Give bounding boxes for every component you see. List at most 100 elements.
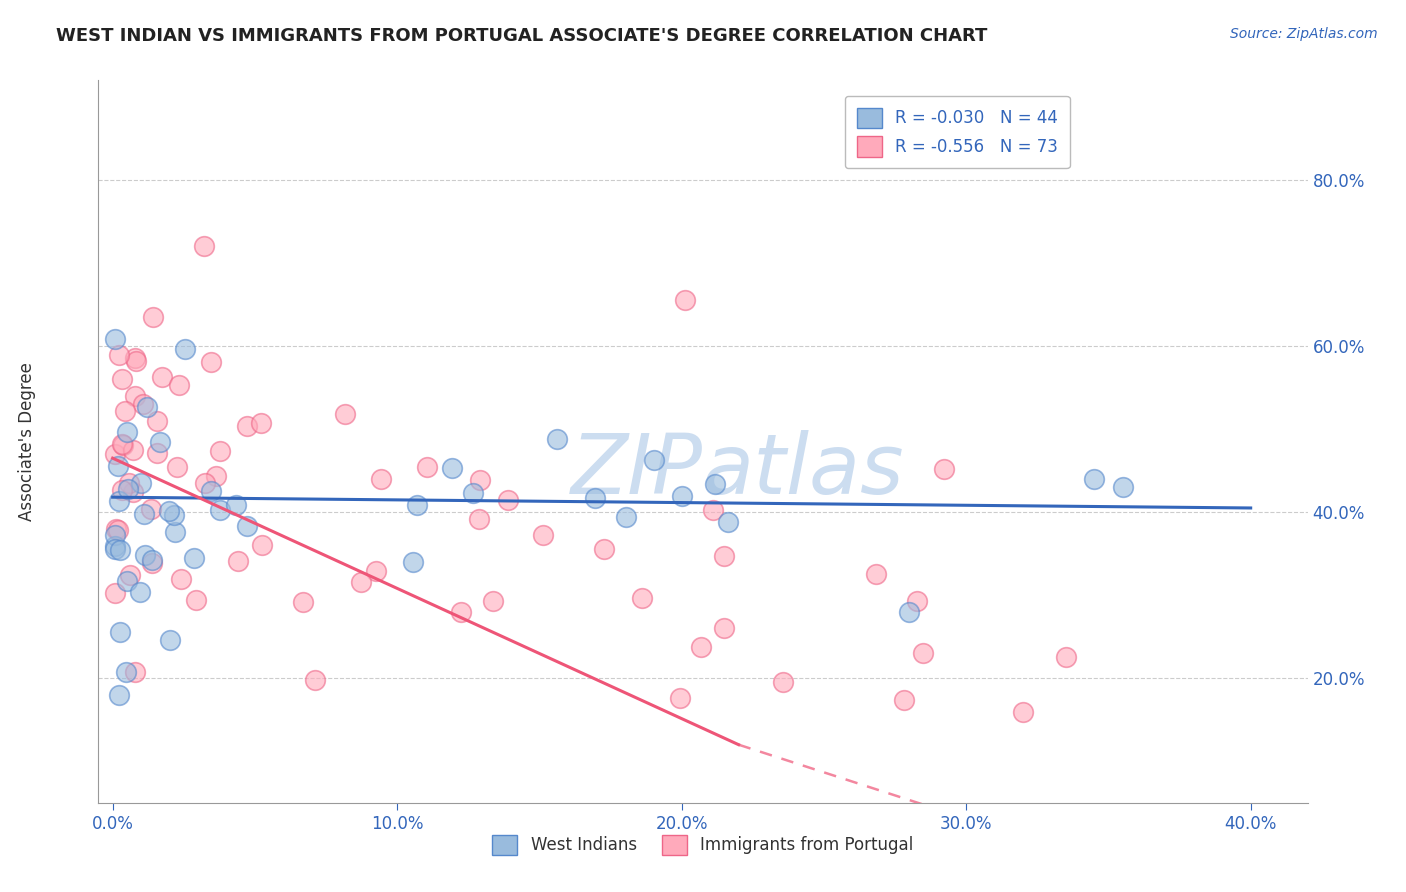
Point [132, 397, 155, 411]
Point [249, 416, 271, 430]
Point [370, 473, 392, 487]
Point [141, 556, 163, 570]
Point [135, 400, 157, 414]
Point [108, 494, 131, 508]
Point [703, 477, 725, 491]
Point [671, 489, 693, 503]
Point [115, 574, 138, 588]
Point [209, 444, 232, 458]
Point [146, 414, 169, 428]
Point [593, 541, 616, 556]
Point [184, 592, 207, 607]
Point [713, 621, 735, 635]
Point [772, 675, 794, 690]
Point [159, 633, 181, 648]
Point [932, 461, 955, 475]
Point [463, 485, 485, 500]
Point [145, 446, 167, 460]
Point [546, 433, 568, 447]
Point [117, 475, 139, 490]
Point [496, 493, 519, 508]
Point [292, 595, 315, 609]
Point [893, 693, 915, 707]
Point [630, 591, 652, 605]
Point [104, 539, 127, 553]
Point [865, 567, 887, 582]
Point [405, 498, 427, 512]
Point [104, 542, 127, 557]
Point [236, 519, 259, 533]
Point [107, 523, 129, 537]
Point [108, 688, 131, 702]
Point [118, 568, 141, 582]
Point [122, 485, 145, 500]
Point [226, 554, 249, 568]
Point [108, 625, 131, 640]
Point [111, 437, 134, 451]
Point [236, 419, 259, 434]
Point [170, 573, 193, 587]
Point [333, 407, 356, 421]
Text: Source: ZipAtlas.com: Source: ZipAtlas.com [1230, 27, 1378, 41]
Point [108, 348, 131, 362]
Point [166, 460, 188, 475]
Point [111, 437, 134, 451]
Point [124, 389, 146, 403]
Point [111, 371, 134, 385]
Point [689, 640, 711, 654]
Point [104, 585, 127, 599]
Point [252, 539, 274, 553]
Point [440, 460, 463, 475]
Point [482, 594, 505, 608]
Point [142, 310, 165, 324]
Point [125, 353, 148, 368]
Point [205, 469, 228, 483]
Point [304, 673, 326, 687]
Point [468, 512, 491, 526]
Point [115, 425, 138, 439]
Point [128, 585, 150, 599]
Point [141, 553, 163, 567]
Point [163, 524, 186, 539]
Text: WEST INDIAN VS IMMIGRANTS FROM PORTUGAL ASSOCIATE'S DEGREE CORRELATION CHART: WEST INDIAN VS IMMIGRANTS FROM PORTUGAL … [56, 27, 987, 45]
Point [912, 646, 935, 660]
Point [124, 351, 146, 365]
Point [470, 473, 492, 487]
Point [163, 508, 186, 523]
Point [129, 475, 152, 490]
Point [402, 555, 425, 569]
Point [104, 522, 127, 536]
Point [905, 594, 928, 608]
Text: ZIP: ZIP [571, 430, 703, 511]
Point [107, 459, 129, 474]
Text: atlas: atlas [703, 430, 904, 511]
Point [167, 377, 190, 392]
Point [200, 355, 222, 369]
Point [141, 502, 163, 516]
Point [122, 443, 145, 458]
Point [583, 491, 606, 506]
Point [208, 503, 231, 517]
Point [183, 550, 205, 565]
Point [350, 575, 373, 590]
Point [669, 690, 692, 705]
Point [1054, 650, 1077, 665]
Point [157, 503, 180, 517]
Point [416, 459, 439, 474]
Point [673, 293, 696, 307]
Y-axis label: Associate's Degree: Associate's Degree [18, 362, 37, 521]
Point [117, 482, 139, 496]
Point [1111, 480, 1133, 494]
Point [225, 498, 247, 512]
Point [104, 447, 127, 461]
Point [702, 502, 724, 516]
Point [717, 515, 740, 529]
Point [898, 605, 921, 619]
Point [643, 453, 665, 467]
Point [132, 508, 155, 522]
Point [364, 564, 387, 578]
Point [114, 404, 136, 418]
Point [104, 332, 127, 346]
Point [134, 548, 156, 562]
Point [149, 434, 172, 449]
